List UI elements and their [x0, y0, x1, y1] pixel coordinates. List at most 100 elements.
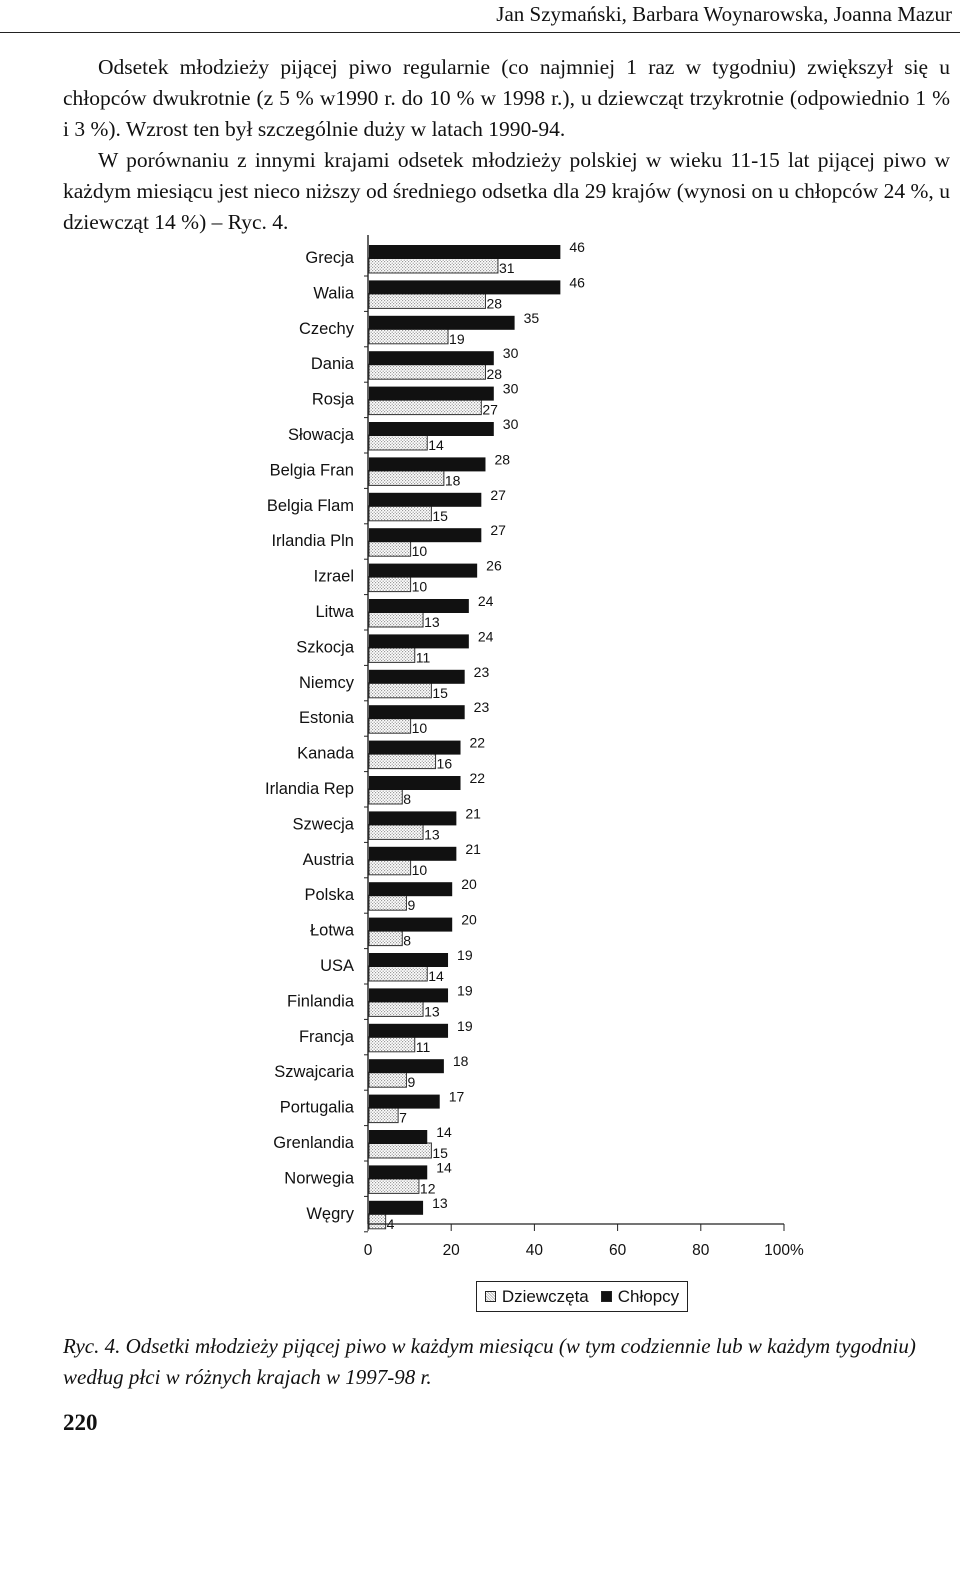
category-label-finlandia: Finlandia: [287, 992, 355, 1010]
value-label-girls-finlandia: 13: [424, 1003, 440, 1019]
category-label-niemcy: Niemcy: [299, 674, 355, 692]
value-label-boys-portugalia: 17: [449, 1089, 465, 1105]
value-label-girls-niemcy: 15: [432, 685, 448, 701]
bar-boys-irlandia-pln: [369, 528, 482, 543]
bar-boys-szwajcaria: [369, 1059, 444, 1074]
value-label-girls-grenlandia: 15: [432, 1145, 448, 1161]
category-label-portugalia: Portugalia: [280, 1099, 355, 1117]
bar-girls-slowacja: [368, 434, 428, 451]
value-label-girls-wegry: 4: [387, 1216, 395, 1232]
category-label-czechy: Czechy: [299, 320, 355, 338]
bar-boys-portugalia: [369, 1094, 440, 1109]
value-label-boys-belgia-flam: 27: [490, 487, 506, 503]
value-label-boys-polska: 20: [461, 876, 477, 892]
running-header: Jan Szymański, Barbara Woynarowska, Joan…: [496, 2, 952, 26]
value-label-boys-austria: 21: [465, 841, 481, 857]
value-label-girls-litwa: 13: [424, 614, 440, 630]
bar-girls-grenlandia: [368, 1142, 432, 1159]
bar-boys-kanada: [369, 740, 461, 755]
value-label-boys-grecja: 46: [569, 239, 585, 255]
value-label-boys-estonia: 23: [474, 699, 490, 715]
category-label-belgia-fran: Belgia Fran: [270, 461, 354, 479]
legend-label-girls: Dziewczęta: [501, 1286, 589, 1306]
value-label-girls-usa: 14: [428, 968, 444, 984]
bar-boys-wegry: [369, 1200, 424, 1215]
value-label-girls-norwegia: 12: [420, 1180, 436, 1196]
value-label-boys-szkocja: 24: [478, 628, 494, 644]
bar-girls-rosja: [368, 399, 482, 416]
bar-girls-niemcy: [368, 682, 432, 699]
bar-boys-szkocja: [369, 634, 469, 649]
bar-boys-grenlandia: [369, 1130, 428, 1144]
legend-label-boys: Chłopcy: [617, 1286, 680, 1306]
category-label-szkocja: Szkocja: [296, 638, 355, 656]
bar-girls-norwegia: [368, 1177, 420, 1194]
category-label-grecja: Grecja: [305, 249, 354, 267]
value-label-girls-irlandia-pln: 10: [412, 543, 428, 559]
x-tick-label-1: 20: [443, 1242, 461, 1259]
bar-girls-finlandia: [368, 1000, 424, 1017]
value-label-boys-szwajcaria: 18: [453, 1053, 469, 1069]
bar-girls-francja: [368, 1036, 416, 1053]
category-label-grenlandia: Grenlandia: [273, 1134, 355, 1152]
x-tick-label-2: 40: [526, 1242, 544, 1259]
bar-girls-izrael: [368, 576, 412, 593]
category-label-walia: Walia: [313, 284, 354, 302]
bar-girls-irlandia-pln: [368, 540, 412, 557]
bar-girls-portugalia: [368, 1107, 399, 1124]
category-label-kanada: Kanada: [297, 745, 355, 763]
value-label-boys-slowacja: 30: [503, 416, 519, 432]
value-label-girls-francja: 11: [416, 1039, 431, 1055]
x-tick-label-5: 100%: [764, 1242, 804, 1259]
bar-boys-belgia-fran: [369, 457, 486, 472]
value-label-boys-dania: 30: [503, 345, 519, 361]
category-label-belgia-flam: Belgia Flam: [267, 497, 354, 515]
value-label-girls-polska: 9: [407, 897, 415, 913]
category-label-litwa: Litwa: [315, 603, 354, 621]
category-label-estonia: Estonia: [299, 709, 355, 727]
bar-boys-belgia-flam: [369, 492, 482, 507]
bar-boys-izrael: [369, 563, 478, 578]
paragraph-1: Odsetek młodzieży pijącej piwo regularni…: [63, 55, 950, 141]
x-tick-label-4: 80: [692, 1242, 710, 1259]
bar-girls-irlandia-rep: [368, 788, 403, 805]
value-label-girls-austria: 10: [412, 862, 428, 878]
bar-girls-usa: [368, 965, 428, 982]
bar-boys-irlandia-rep: [369, 776, 461, 790]
chart-legend: Dziewczęta Chłopcy: [476, 1281, 688, 1312]
category-label-usa: USA: [320, 957, 354, 975]
category-label-izrael: Izrael: [314, 568, 354, 586]
value-label-boys-usa: 19: [457, 947, 473, 963]
bar-boys-dania: [369, 351, 494, 366]
value-label-boys-niemcy: 23: [474, 664, 490, 680]
bar-girls-grecja: [368, 257, 499, 274]
value-label-girls-irlandia-rep: 8: [403, 791, 411, 807]
value-label-boys-szwecja: 21: [465, 805, 481, 821]
category-label-slowacja: Słowacja: [288, 426, 355, 444]
category-label-wegry: Węgry: [306, 1205, 354, 1223]
paragraph-2: W porównaniu z innymi krajami odsetek mł…: [63, 148, 950, 234]
value-label-boys-czechy: 35: [524, 310, 540, 326]
bar-girls-walia: [368, 292, 486, 309]
category-label-irlandia-rep: Irlandia Rep: [265, 780, 354, 798]
bar-boys-austria: [369, 846, 457, 861]
value-label-girls-izrael: 10: [412, 579, 428, 595]
bar-girls-belgia-fran: [368, 469, 445, 486]
bar-boys-litwa: [369, 599, 469, 613]
bar-girls-litwa: [368, 611, 424, 628]
value-label-boys-wegry: 13: [432, 1195, 448, 1211]
value-label-girls-belgia-flam: 15: [432, 508, 448, 524]
bar-boys-usa: [369, 953, 449, 967]
value-label-girls-estonia: 10: [412, 720, 428, 736]
bar-girls-dania: [368, 363, 486, 380]
bar-boys-francja: [369, 1023, 449, 1038]
page-number: 220: [63, 1410, 98, 1435]
x-tick-label-0: 0: [364, 1242, 373, 1259]
category-label-szwajcaria: Szwajcaria: [274, 1063, 355, 1081]
figure-caption: Ryc. 4. Odsetki młodzieży pijącej piwo w…: [63, 1334, 916, 1389]
value-label-boys-belgia-fran: 28: [494, 451, 510, 467]
value-label-boys-litwa: 24: [478, 593, 494, 609]
value-label-boys-walia: 46: [569, 274, 585, 290]
value-label-girls-szwecja: 13: [424, 826, 440, 842]
bar-girls-lotwa: [368, 930, 403, 947]
